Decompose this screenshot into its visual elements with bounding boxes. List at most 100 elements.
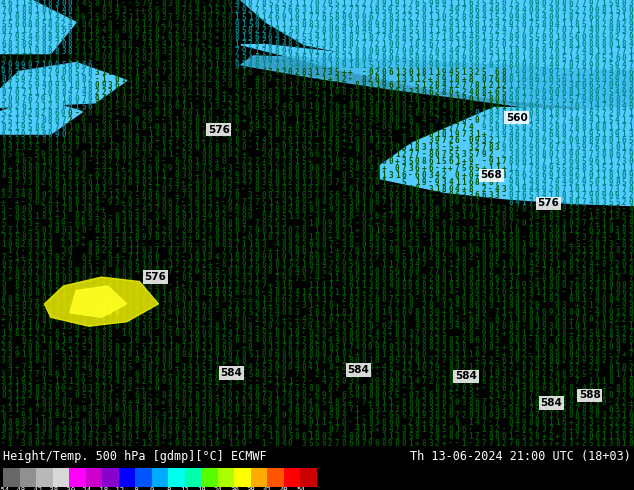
- Text: 8: 8: [422, 61, 426, 70]
- Text: 0: 0: [602, 281, 606, 290]
- Text: 7: 7: [34, 267, 39, 276]
- Text: 1: 1: [468, 198, 473, 207]
- Text: 1: 1: [308, 246, 313, 255]
- Text: 6: 6: [121, 143, 126, 152]
- Text: 9: 9: [148, 267, 152, 276]
- Text: 9: 9: [508, 54, 513, 63]
- Text: 8: 8: [441, 185, 446, 194]
- Text: 5: 5: [555, 198, 560, 207]
- Text: 2: 2: [94, 294, 99, 304]
- Text: 7: 7: [562, 116, 566, 125]
- Text: 5: 5: [482, 68, 486, 77]
- Text: 9: 9: [21, 377, 25, 386]
- Text: 8: 8: [28, 288, 32, 296]
- Text: 1: 1: [308, 54, 313, 63]
- Text: 8: 8: [248, 0, 252, 8]
- Text: 2: 2: [341, 74, 346, 84]
- Text: 2: 2: [28, 109, 32, 118]
- Text: 1: 1: [321, 356, 326, 366]
- Text: 8: 8: [368, 205, 373, 214]
- Text: +: +: [248, 294, 252, 304]
- Text: 3: 3: [328, 178, 333, 187]
- Text: 8: 8: [121, 294, 126, 304]
- Text: 5: 5: [395, 294, 399, 304]
- Text: 9: 9: [468, 329, 473, 338]
- Text: 0: 0: [181, 315, 186, 324]
- Text: 6: 6: [134, 370, 139, 379]
- Text: 7: 7: [301, 377, 306, 386]
- Text: 2: 2: [201, 343, 206, 352]
- Text: 8: 8: [375, 281, 379, 290]
- Text: 0: 0: [462, 246, 466, 255]
- Text: 3: 3: [422, 322, 426, 331]
- Text: 2: 2: [81, 281, 86, 290]
- Text: 4: 4: [248, 384, 252, 393]
- Text: 7: 7: [181, 267, 186, 276]
- Text: 6: 6: [401, 88, 406, 98]
- Text: 4: 4: [308, 363, 313, 372]
- Text: +: +: [168, 288, 172, 296]
- Text: 7: 7: [462, 122, 466, 132]
- Text: 2: 2: [161, 240, 166, 248]
- Text: 7: 7: [115, 294, 119, 304]
- Text: 9: 9: [435, 0, 439, 8]
- Text: 1: 1: [181, 301, 186, 311]
- Text: 3: 3: [622, 405, 626, 414]
- Text: 1: 1: [242, 61, 246, 70]
- Text: 5: 5: [488, 47, 493, 56]
- Text: 7: 7: [1, 253, 6, 262]
- Text: 1: 1: [602, 219, 606, 228]
- Text: 7: 7: [508, 439, 513, 448]
- Text: 5: 5: [368, 240, 373, 248]
- Text: 8: 8: [268, 267, 273, 276]
- Text: 7: 7: [535, 81, 540, 91]
- Text: 1: 1: [375, 26, 379, 35]
- Text: 7: 7: [248, 47, 252, 56]
- Text: 2: 2: [221, 356, 226, 366]
- Text: 6: 6: [308, 61, 313, 70]
- Text: 8: 8: [155, 301, 159, 311]
- Text: 0: 0: [81, 157, 86, 166]
- Text: 9: 9: [428, 54, 433, 63]
- Text: 0: 0: [181, 26, 186, 35]
- Text: 0: 0: [355, 432, 359, 441]
- Text: 2: 2: [221, 212, 226, 221]
- Text: 3: 3: [615, 212, 619, 221]
- Text: 3: 3: [462, 432, 466, 441]
- Text: 9: 9: [21, 122, 25, 132]
- Text: 2: 2: [314, 425, 320, 434]
- Text: 6: 6: [301, 54, 306, 63]
- Text: 2: 2: [395, 315, 399, 324]
- Text: 7: 7: [195, 356, 199, 366]
- Text: 0: 0: [34, 164, 39, 173]
- Text: 0: 0: [168, 363, 172, 372]
- Text: 2: 2: [228, 405, 233, 414]
- Text: 6: 6: [275, 13, 279, 22]
- Text: 2: 2: [368, 329, 373, 338]
- Text: 2: 2: [181, 205, 186, 214]
- Text: 3: 3: [522, 343, 526, 352]
- Text: 8: 8: [268, 40, 273, 49]
- Text: 1: 1: [208, 171, 212, 180]
- Text: 3: 3: [128, 267, 133, 276]
- Text: +: +: [268, 246, 273, 255]
- Text: -: -: [528, 349, 533, 359]
- Text: -: -: [308, 212, 313, 221]
- Text: 0: 0: [522, 205, 526, 214]
- Text: 1: 1: [455, 95, 460, 104]
- Text: 5: 5: [261, 315, 266, 324]
- Text: 2: 2: [528, 301, 533, 311]
- Text: 0: 0: [455, 102, 460, 111]
- Text: 1: 1: [602, 157, 606, 166]
- Text: 7: 7: [415, 246, 420, 255]
- Text: 1: 1: [541, 288, 547, 296]
- Text: 8: 8: [555, 322, 560, 331]
- Text: 9: 9: [468, 281, 473, 290]
- Text: 6: 6: [261, 226, 266, 235]
- Text: 1: 1: [415, 74, 420, 84]
- Text: 0: 0: [94, 81, 99, 91]
- Text: 0: 0: [415, 54, 420, 63]
- Text: 6: 6: [462, 425, 466, 434]
- Text: -: -: [128, 6, 133, 15]
- Text: 3: 3: [475, 0, 479, 8]
